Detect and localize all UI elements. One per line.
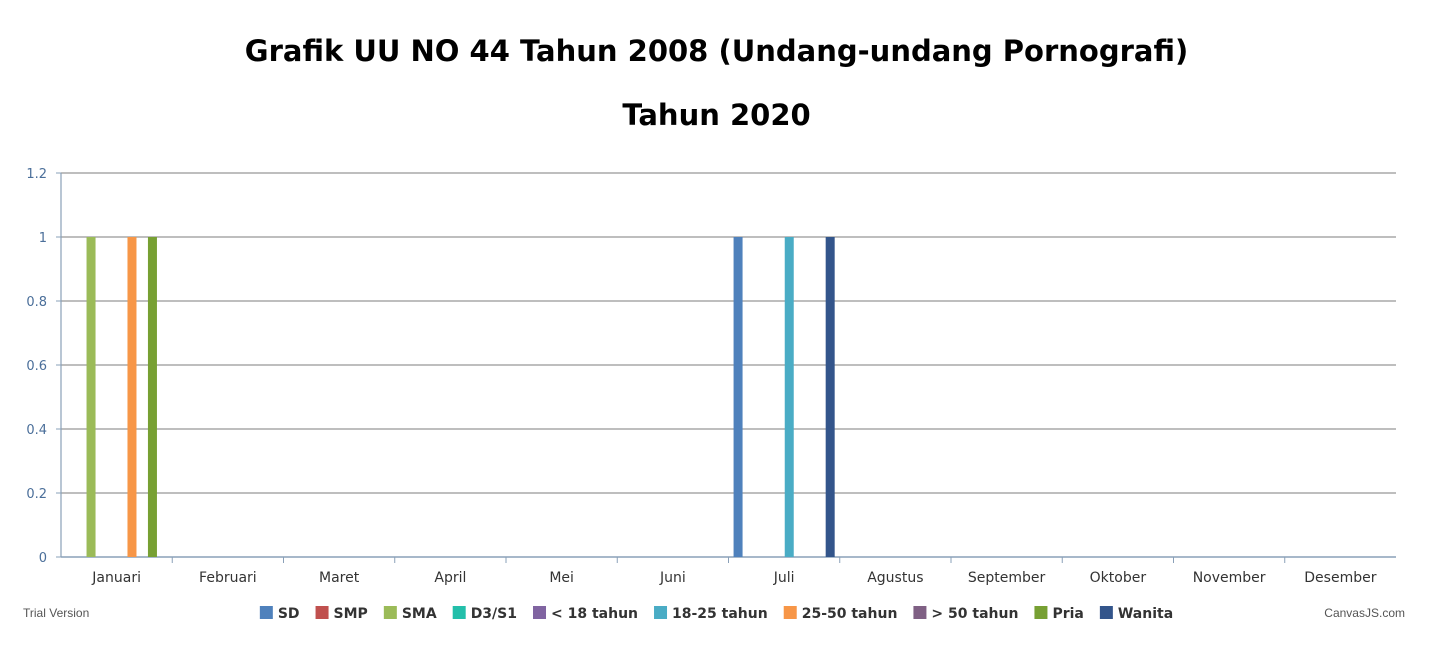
legend-label: Pria bbox=[1052, 606, 1083, 622]
x-tick-label: Oktober bbox=[1090, 570, 1147, 586]
legend-swatch bbox=[1034, 606, 1048, 619]
gridlines bbox=[61, 172, 1396, 494]
x-tick-label: Juli bbox=[773, 570, 795, 586]
x-tick-label: Januari bbox=[91, 570, 141, 586]
x-tick-label: Desember bbox=[1304, 570, 1376, 586]
x-tick-label: Juni bbox=[659, 570, 686, 586]
x-tick-label: September bbox=[968, 570, 1046, 586]
legend-swatch bbox=[383, 606, 397, 619]
legend-swatch bbox=[452, 606, 466, 619]
x-tick-labels: Januari Februari Maret April Mei Juni Juli Agus… bbox=[91, 570, 1376, 586]
legend-swatch bbox=[259, 606, 273, 619]
bar bbox=[147, 237, 157, 557]
x-tick-label: April bbox=[434, 570, 466, 586]
y-tick-labels: 0 0.2 0.4 0.6 0.8 1 1.2 bbox=[26, 167, 47, 566]
legend-label: SMP bbox=[334, 606, 368, 622]
legend-swatch bbox=[913, 606, 927, 619]
chart-subtitle: Tahun 2020 bbox=[622, 98, 811, 132]
legend-label: D3/S1 bbox=[471, 606, 517, 622]
trial-version-label: Trial Version bbox=[23, 606, 90, 620]
y-tick-label: 0.8 bbox=[26, 295, 47, 310]
canvasjs-credit-link[interactable]: CanvasJS.com bbox=[1324, 606, 1405, 620]
y-tick-label: 1.2 bbox=[26, 167, 47, 182]
x-tick-label: Mei bbox=[549, 570, 574, 586]
y-tick-label: 0.6 bbox=[26, 359, 47, 374]
bars bbox=[86, 237, 835, 557]
x-tick-label: Februari bbox=[199, 570, 257, 586]
legend-label: SMA bbox=[402, 606, 437, 622]
legend-label: 18-25 tahun bbox=[672, 606, 768, 622]
y-tick-label: 0 bbox=[39, 551, 47, 566]
legend-swatch bbox=[654, 606, 668, 619]
bar bbox=[86, 237, 96, 557]
legend-swatch bbox=[783, 606, 797, 619]
x-tick-label: Maret bbox=[319, 570, 360, 586]
legend-swatch bbox=[533, 606, 547, 619]
legend-label: < 18 tahun bbox=[551, 606, 638, 622]
legend-label: SD bbox=[278, 606, 300, 622]
y-tick-label: 1 bbox=[39, 231, 47, 246]
x-tick-label: Agustus bbox=[867, 570, 923, 586]
bar bbox=[733, 237, 743, 557]
axes bbox=[56, 172, 1396, 563]
bar bbox=[825, 237, 835, 557]
legend-label: > 50 tahun bbox=[931, 606, 1018, 622]
y-tick-label: 0.4 bbox=[26, 423, 47, 438]
y-tick-label: 0.2 bbox=[26, 487, 47, 502]
legend: SD SMP SMA D3/S1 < 18 tahun 18-25 tahun 25-50 … bbox=[259, 606, 1173, 622]
legend-label: 25-50 tahun bbox=[802, 606, 898, 622]
legend-swatch bbox=[315, 606, 329, 619]
legend-label: Wanita bbox=[1118, 606, 1173, 622]
legend-swatch bbox=[1099, 606, 1113, 619]
chart-title: Grafik UU NO 44 Tahun 2008 (Undang-undan… bbox=[244, 34, 1189, 68]
bar bbox=[127, 237, 137, 557]
x-tick-label: November bbox=[1193, 570, 1266, 586]
bar bbox=[784, 237, 794, 557]
